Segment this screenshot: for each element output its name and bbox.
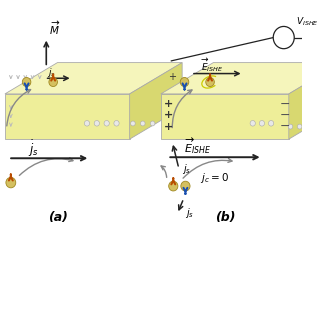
Circle shape (169, 181, 178, 191)
Text: −: − (280, 120, 290, 133)
Text: (a): (a) (49, 211, 68, 224)
Polygon shape (130, 63, 182, 139)
Text: $\overrightarrow{M}$: $\overrightarrow{M}$ (49, 19, 60, 37)
Polygon shape (5, 63, 182, 94)
Text: +: + (164, 99, 173, 109)
Circle shape (131, 121, 135, 126)
Text: (b): (b) (215, 211, 236, 224)
Circle shape (273, 27, 294, 49)
Circle shape (259, 121, 265, 126)
Circle shape (288, 124, 293, 129)
Polygon shape (161, 94, 289, 139)
Circle shape (94, 121, 100, 126)
Circle shape (180, 77, 189, 86)
Text: +: + (168, 72, 176, 82)
Circle shape (181, 181, 190, 191)
Circle shape (114, 121, 119, 126)
Polygon shape (161, 63, 320, 94)
Text: $\overrightarrow{E}_{ISHE}$: $\overrightarrow{E}_{ISHE}$ (184, 137, 211, 156)
Circle shape (49, 77, 57, 86)
Circle shape (6, 177, 16, 188)
Circle shape (150, 121, 155, 126)
Circle shape (268, 121, 274, 126)
Circle shape (297, 124, 302, 129)
Text: −: − (280, 109, 290, 122)
Text: $j_c = 0$: $j_c = 0$ (200, 171, 229, 185)
Polygon shape (5, 94, 130, 139)
Circle shape (22, 77, 31, 86)
Circle shape (84, 121, 90, 126)
Circle shape (104, 121, 109, 126)
Text: +: + (164, 110, 173, 120)
Text: $j_s$: $j_s$ (182, 162, 191, 176)
Polygon shape (289, 63, 320, 139)
Text: $j_s$: $j_s$ (47, 66, 56, 79)
Text: +: + (164, 122, 173, 132)
Text: $\overrightarrow{E}_{ISHE}$: $\overrightarrow{E}_{ISHE}$ (201, 56, 223, 74)
Circle shape (250, 121, 255, 126)
Circle shape (206, 77, 214, 86)
Text: −: − (280, 98, 290, 111)
Text: $\dot{j}_s$: $\dot{j}_s$ (28, 139, 39, 159)
Text: $j_s$: $j_s$ (185, 206, 195, 220)
Circle shape (140, 121, 145, 126)
Text: $V_{ISHE}$: $V_{ISHE}$ (296, 15, 319, 28)
